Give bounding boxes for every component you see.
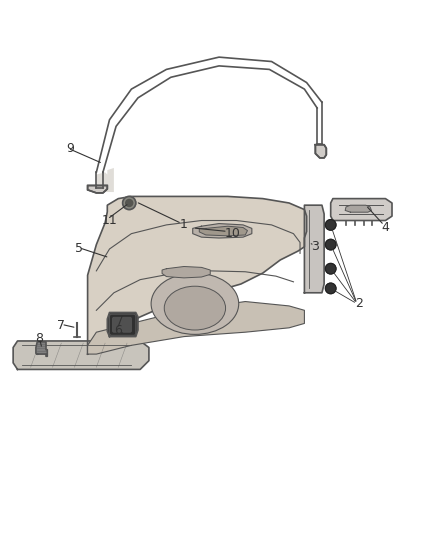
Text: 1: 1 xyxy=(180,219,188,231)
Text: 2: 2 xyxy=(355,297,363,310)
Ellipse shape xyxy=(164,286,226,330)
Polygon shape xyxy=(199,226,247,236)
Text: 6: 6 xyxy=(114,324,122,336)
Polygon shape xyxy=(162,266,210,278)
Polygon shape xyxy=(193,223,252,238)
Polygon shape xyxy=(88,302,304,354)
Text: 8: 8 xyxy=(35,332,43,345)
Circle shape xyxy=(123,197,136,209)
Polygon shape xyxy=(88,197,307,354)
Circle shape xyxy=(325,239,336,250)
Polygon shape xyxy=(107,312,138,336)
Text: 3: 3 xyxy=(311,240,319,253)
FancyBboxPatch shape xyxy=(122,317,131,332)
Text: 10: 10 xyxy=(224,227,240,240)
Polygon shape xyxy=(315,145,326,158)
Circle shape xyxy=(126,199,133,206)
FancyBboxPatch shape xyxy=(113,317,122,332)
FancyBboxPatch shape xyxy=(110,314,136,335)
Polygon shape xyxy=(331,199,392,221)
Polygon shape xyxy=(304,205,324,293)
Polygon shape xyxy=(88,185,107,193)
Text: 9: 9 xyxy=(66,142,74,155)
Text: 7: 7 xyxy=(57,319,65,332)
Text: 11: 11 xyxy=(102,214,117,227)
Circle shape xyxy=(325,283,336,294)
Circle shape xyxy=(325,220,336,230)
Polygon shape xyxy=(96,168,114,192)
Text: 5: 5 xyxy=(75,243,83,255)
Polygon shape xyxy=(13,341,149,369)
Polygon shape xyxy=(345,205,371,212)
Text: 4: 4 xyxy=(381,221,389,233)
Polygon shape xyxy=(36,342,47,356)
Circle shape xyxy=(325,263,336,274)
Ellipse shape xyxy=(151,273,239,334)
